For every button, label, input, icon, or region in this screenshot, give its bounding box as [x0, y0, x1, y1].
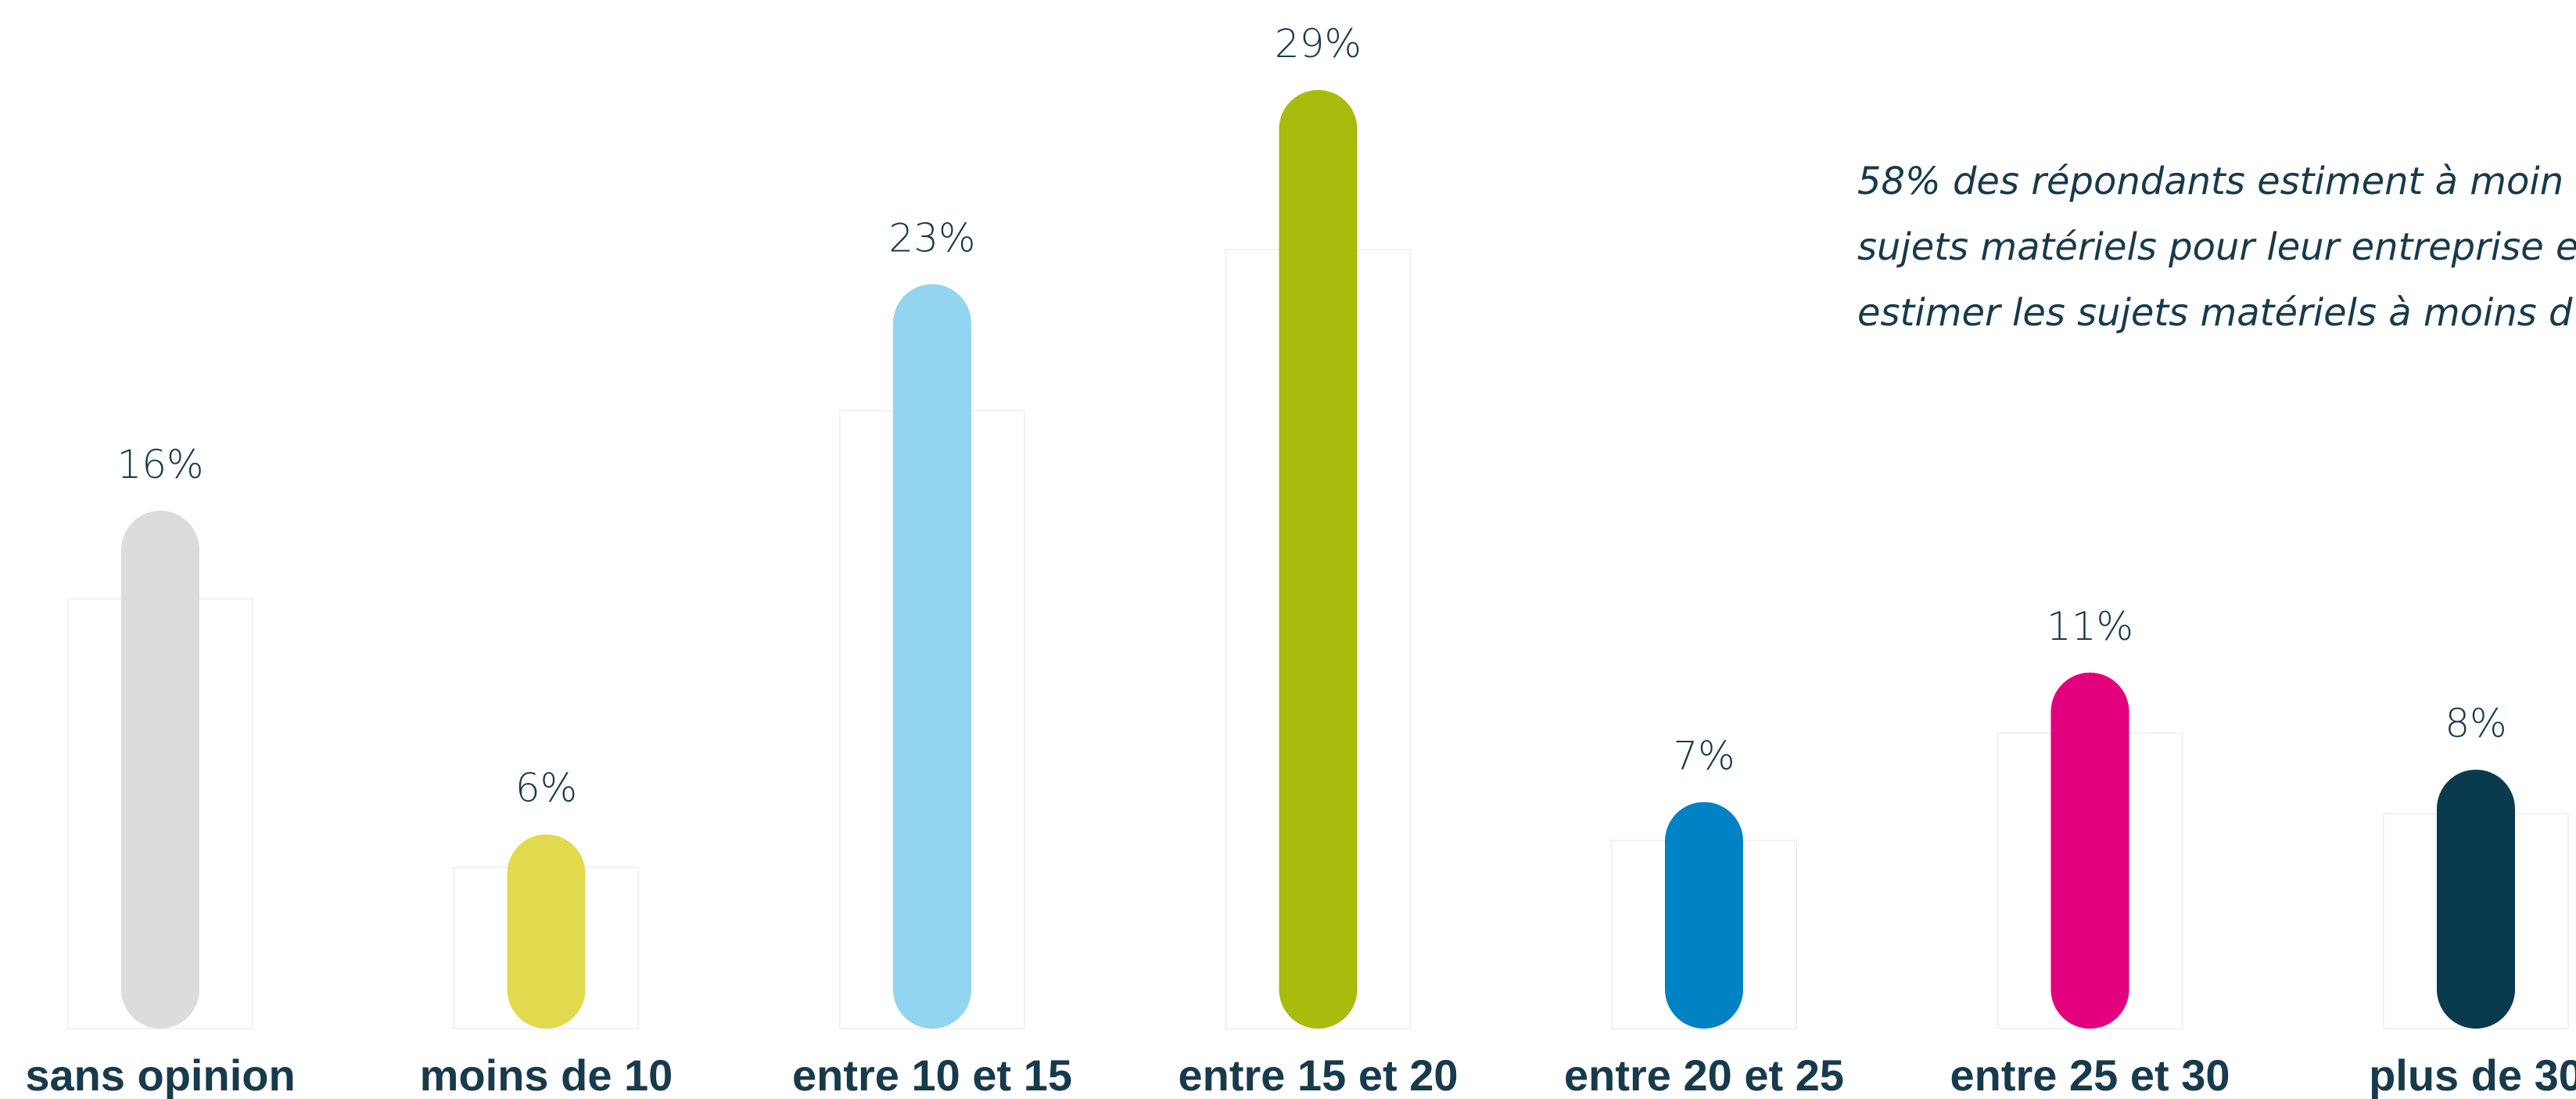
bar-2: [507, 834, 586, 1029]
value-label: 7%: [1673, 733, 1735, 778]
category-label: entre 15 et 20: [1179, 1051, 1458, 1099]
bar-5: [1665, 802, 1743, 1029]
value-label: 6%: [515, 766, 577, 811]
value-labels-layer: 16% 6% 23% 29% 7% 11% 8%: [117, 21, 2506, 811]
category-label: entre 25 et 30: [1950, 1051, 2230, 1099]
category-label: plus de 30: [2369, 1051, 2576, 1099]
value-label: 11%: [2047, 604, 2133, 649]
bars-layer: [67, 90, 2569, 1029]
annotation-line: sujets matériels pour leur entreprise e: [1857, 225, 2576, 269]
bar-1: [121, 510, 199, 1029]
category-labels-layer: sans opinion moins de 10 entre 10 et 15 ent…: [25, 1051, 2576, 1099]
bar-4: [1279, 90, 1358, 1029]
bar-7: [2437, 769, 2515, 1029]
bar-6: [2050, 672, 2129, 1029]
category-label: entre 10 et 15: [792, 1051, 1072, 1099]
annotation-line: estimer les sujets matériels à moins d: [1857, 291, 2573, 335]
category-label: moins de 10: [420, 1051, 673, 1099]
value-label: 16%: [117, 442, 203, 487]
category-label: entre 20 et 25: [1564, 1051, 1844, 1099]
value-label: 23%: [888, 215, 975, 260]
value-label: 29%: [1275, 21, 1362, 66]
annotation-text: 58% des répondants estiment à moin sujet…: [1857, 149, 2576, 346]
value-label: 8%: [2445, 701, 2506, 746]
annotation-line: 58% des répondants estiment à moin: [1857, 160, 2564, 203]
category-label: sans opinion: [25, 1051, 295, 1099]
bar-3: [893, 284, 971, 1029]
